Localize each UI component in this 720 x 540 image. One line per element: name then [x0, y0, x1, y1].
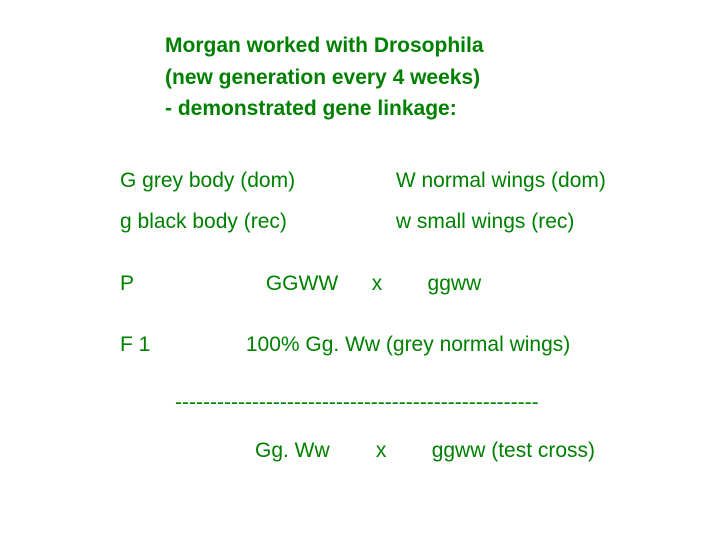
f1-result: F 1 100% Gg. Ww (grey normal wings) — [60, 329, 680, 361]
parental-cross: P GGWW x ggww — [60, 268, 680, 300]
testcross-genotype-1: Gg. Ww — [255, 435, 370, 467]
allele-W: W normal wings (dom) — [396, 169, 606, 192]
f1-result-text: 100% Gg. Ww (grey normal wings) — [246, 333, 570, 356]
allele-row-1: G grey body (dom) W normal wings (dom) — [60, 165, 680, 197]
header-block: Morgan worked with Drosophila (new gener… — [60, 30, 680, 125]
p-label: P — [120, 268, 260, 300]
allele-row-2: g black body (rec) w small wings (rec) — [60, 206, 680, 238]
divider-line: ----------------------------------------… — [60, 391, 680, 415]
test-cross: Gg. Ww x ggww (test cross) — [60, 435, 680, 467]
header-line-1: Morgan worked with Drosophila — [165, 30, 680, 62]
f1-label: F 1 — [120, 329, 240, 361]
header-line-3: - demonstrated gene linkage: — [165, 93, 680, 125]
testcross-x: x — [376, 435, 426, 467]
header-line-2: (new generation every 4 weeks) — [165, 62, 680, 94]
allele-w: w small wings (rec) — [396, 210, 575, 233]
p-genotype-1: GGWW — [266, 268, 366, 300]
allele-g: g black body (rec) — [120, 206, 390, 238]
p-cross-x: x — [372, 268, 422, 300]
p-genotype-2: ggww — [428, 272, 482, 295]
testcross-genotype-2: ggww (test cross) — [432, 439, 595, 462]
allele-G: G grey body (dom) — [120, 165, 390, 197]
